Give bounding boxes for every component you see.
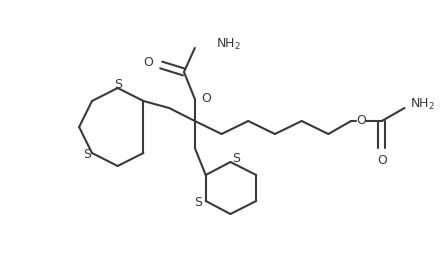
Text: S: S xyxy=(232,151,240,165)
Text: O: O xyxy=(356,115,366,128)
Text: S: S xyxy=(83,148,91,161)
Text: O: O xyxy=(201,92,211,105)
Text: NH$_2$: NH$_2$ xyxy=(411,97,435,112)
Text: O: O xyxy=(377,154,387,167)
Text: NH$_2$: NH$_2$ xyxy=(216,37,241,52)
Text: S: S xyxy=(194,196,202,209)
Text: S: S xyxy=(114,77,122,90)
Text: O: O xyxy=(143,56,153,70)
